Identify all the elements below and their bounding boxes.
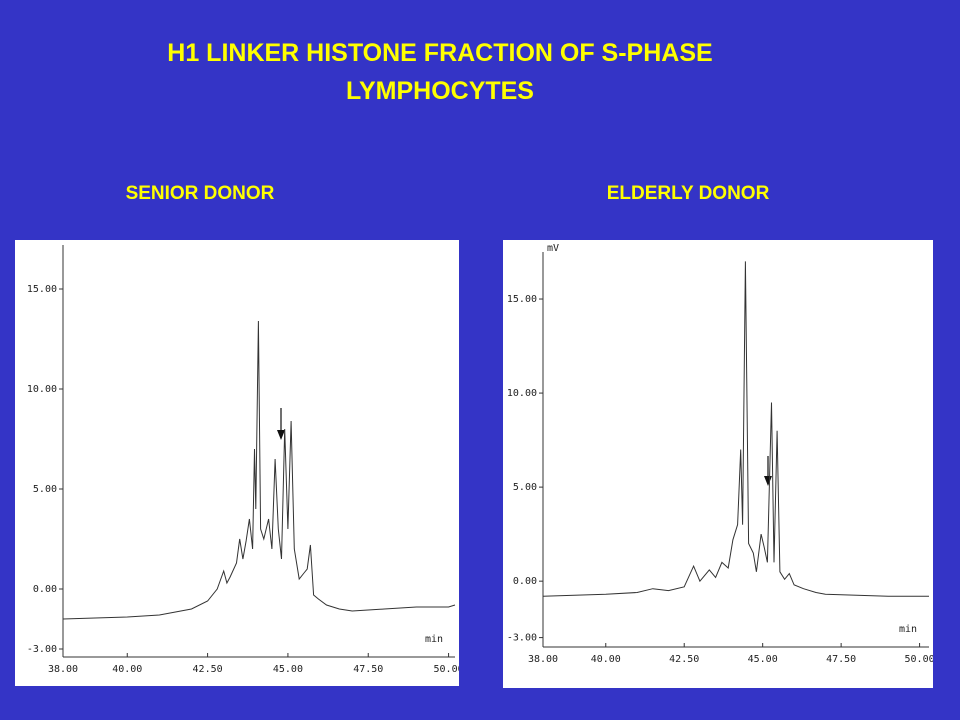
x-tick-label: 38.00 [528,654,558,665]
trace [62,320,456,620]
x-tick-label: 50.00 [434,664,459,675]
x-tick-label: 45.00 [273,664,303,675]
y-tick-label: -3.00 [27,644,57,655]
x-tick-label: 40.00 [112,664,142,675]
y-tick-label: 15.00 [27,284,57,295]
y-tick-label: 10.00 [507,388,537,399]
x-tick-label: 40.00 [591,654,621,665]
chart-title: ELDERLY DONOR [606,183,770,204]
y-tick-label: 0.00 [513,576,537,587]
y-unit: mV [547,243,559,254]
chart-panel: -3.00 0.00 5.00 10.00 15.00 38.00 40.00 42.50 45… [503,240,933,688]
chart-panel: -3.00 0.00 5.00 10.00 15.00 38.00 40.00 42.50 45… [15,240,459,686]
x-tick-label: 45.00 [748,654,778,665]
x-unit: min [425,634,443,645]
y-tick-label: 15.00 [507,294,537,305]
y-tick-label: 0.00 [33,584,57,595]
arrow [277,408,285,440]
trace [542,261,929,597]
chart-title: SENIOR DONOR [125,183,275,204]
y-tick-label: 5.00 [513,482,537,493]
x-tick-label: 42.50 [193,664,223,675]
x-tick-label: 42.50 [669,654,699,665]
x-tick-label: 47.50 [353,664,383,675]
x-unit: min [899,624,917,635]
y-tick-label: 5.00 [33,484,57,495]
y-tick-label: 10.00 [27,384,57,395]
x-tick-label: 50.00 [905,654,933,665]
x-tick-label: 38.00 [48,664,78,675]
x-tick-label: 47.50 [826,654,856,665]
arrow [764,456,772,486]
slide-title: H1 LINKER HISTONE FRACTION OF S-PHASE LY… [167,39,713,105]
y-tick-label: -3.00 [507,633,537,644]
